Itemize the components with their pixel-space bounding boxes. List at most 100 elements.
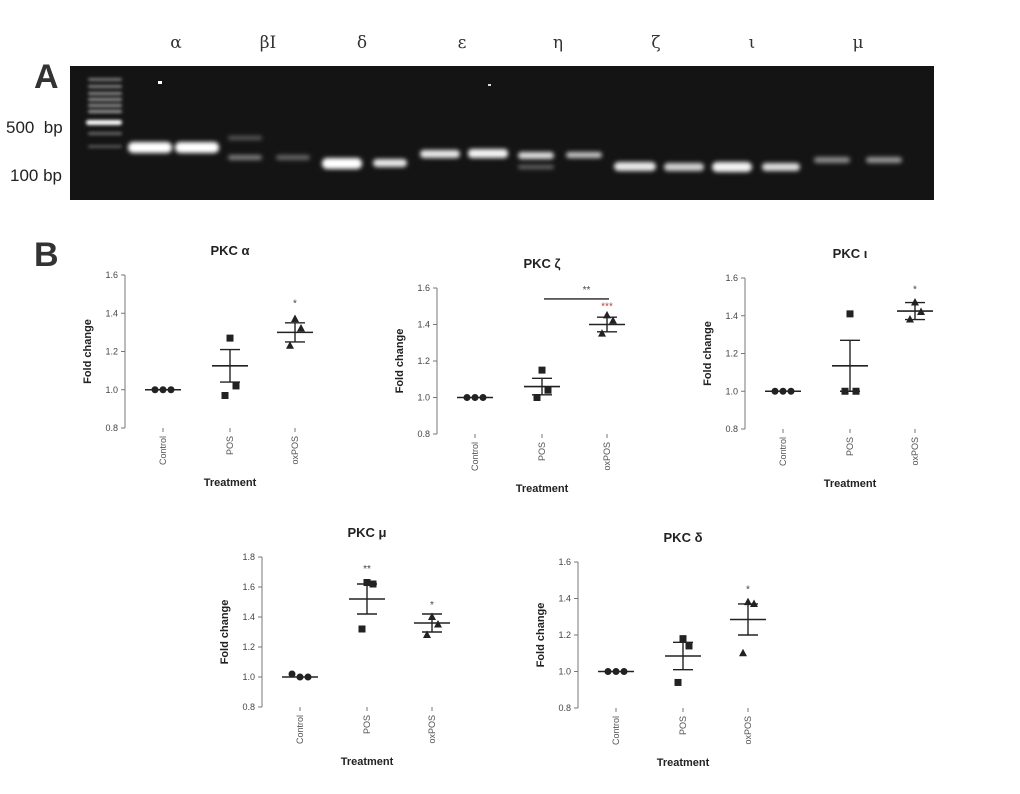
data-point [750, 599, 758, 607]
x-axis-label: Treatment [341, 756, 394, 768]
y-tick-label: 1.4 [725, 311, 738, 321]
y-tick-label: 0.8 [725, 424, 738, 434]
x-tick-label: POS [362, 715, 372, 734]
data-point [538, 366, 546, 374]
data-point [297, 324, 305, 332]
lane-label-zeta: ζ [651, 33, 661, 53]
significance-label: * [913, 284, 917, 295]
y-tick-label: 1.2 [417, 356, 430, 366]
y-tick-label: 1.2 [242, 642, 255, 652]
x-axis-label: Treatment [204, 477, 257, 489]
chart-pkc-zeta: PKC ζ 0.8 1.0 1.2 1.4 1.6 Control POS oxPOS Treat… [394, 256, 625, 495]
gel-image [70, 66, 934, 200]
y-tick-label: 1.0 [725, 386, 738, 396]
y-tick-label: 1.8 [242, 552, 255, 562]
y-tick-label: 1.6 [105, 270, 118, 280]
x-tick-label: oxPOS [290, 436, 300, 465]
data-point [232, 382, 240, 390]
panel-a-letter: A [34, 58, 59, 96]
data-point [533, 394, 541, 401]
y-tick-label: 1.2 [558, 630, 571, 640]
marker-label-500bp: 500 bp [6, 118, 63, 137]
data-point [906, 315, 914, 323]
lane-label-mu: μ [852, 33, 864, 53]
x-tick-label: POS [678, 716, 688, 735]
data-point [286, 341, 294, 349]
x-tick-label: Control [470, 442, 480, 471]
data-point [911, 298, 919, 306]
y-axis-label: Fold change [394, 329, 406, 394]
data-point [846, 310, 854, 318]
y-tick-label: 1.2 [105, 347, 118, 357]
x-tick-label: POS [225, 436, 235, 455]
data-point [739, 648, 747, 657]
data-point [291, 314, 299, 322]
data-point [288, 670, 296, 678]
data-point [221, 391, 229, 399]
data-point [544, 386, 552, 394]
lane-label-iota: ι [748, 33, 756, 53]
chart-title: PKC ζ [523, 256, 560, 271]
x-tick-label: POS [537, 442, 547, 461]
bracket-label: ** [583, 285, 591, 296]
lane-label-epsilon: ε [457, 33, 467, 53]
significance-label: *** [601, 301, 613, 312]
chart-title: PKC ι [833, 246, 868, 261]
data-point [363, 579, 371, 586]
chart-title: PKC α [210, 243, 249, 258]
x-tick-label: oxPOS [910, 437, 920, 466]
x-tick-label: Control [158, 436, 168, 465]
y-tick-label: 0.8 [105, 423, 118, 433]
x-tick-label: Control [295, 715, 305, 744]
chart-pkc-iota: PKC ι 0.8 1.0 1.2 1.4 1.6 Control POS oxPOS Treat… [702, 246, 933, 490]
lane-label-beta1: βI [259, 33, 277, 53]
x-axis-label: Treatment [657, 757, 710, 769]
y-tick-label: 0.8 [417, 429, 430, 439]
y-axis-label: Fold change [219, 600, 231, 665]
gel-bands [128, 136, 902, 172]
panel-b-letter: B [34, 236, 59, 274]
data-point [423, 630, 431, 638]
marker-label-100bp: 100 bp [10, 166, 62, 185]
significance-label: * [430, 600, 434, 611]
x-tick-label: oxPOS [427, 715, 437, 744]
data-point [598, 329, 606, 337]
data-point [358, 625, 366, 633]
y-axis-label: Fold change [702, 321, 714, 386]
lane-label-alpha: α [170, 33, 182, 53]
y-tick-label: 1.6 [417, 283, 430, 293]
y-tick-label: 1.4 [242, 612, 255, 622]
y-tick-label: 1.6 [725, 273, 738, 283]
lane-label-eta: η [552, 33, 564, 53]
y-tick-label: 1.4 [558, 594, 571, 604]
chart-pkc-alpha: PKC α 0.8 1.0 1.2 1.4 1.6 Control POS oxPOS Treat… [82, 243, 313, 489]
x-tick-label: oxPOS [602, 442, 612, 471]
y-tick-label: 1.4 [417, 320, 430, 330]
data-point [679, 635, 687, 643]
x-tick-label: oxPOS [743, 716, 753, 745]
x-tick-label: Control [611, 716, 621, 745]
data-point [674, 678, 682, 686]
y-tick-label: 1.6 [558, 557, 571, 567]
y-tick-label: 0.8 [242, 702, 255, 712]
y-tick-label: 1.0 [417, 393, 430, 403]
lane-label-delta: δ [356, 33, 368, 53]
significance-label: * [746, 584, 750, 595]
y-tick-label: 1.2 [725, 349, 738, 359]
y-tick-label: 1.0 [105, 385, 118, 395]
y-tick-label: 0.8 [558, 703, 571, 713]
y-axis-label: Fold change [535, 603, 547, 668]
significance-label: ** [363, 564, 371, 575]
x-tick-label: POS [845, 437, 855, 456]
y-tick-label: 1.0 [242, 672, 255, 682]
data-point [609, 316, 617, 324]
x-tick-label: Control [778, 437, 788, 466]
significance-label: * [293, 299, 297, 310]
x-axis-label: Treatment [516, 483, 569, 495]
x-axis-label: Treatment [824, 478, 877, 490]
y-tick-label: 1.0 [558, 667, 571, 677]
y-axis-label: Fold change [82, 319, 94, 384]
dna-ladder [86, 78, 122, 148]
chart-title: PKC μ [347, 525, 386, 540]
chart-pkc-mu: PKC μ 0.8 1.0 1.2 1.4 1.6 1.8 Control POS oxPOS Tr… [219, 525, 450, 768]
